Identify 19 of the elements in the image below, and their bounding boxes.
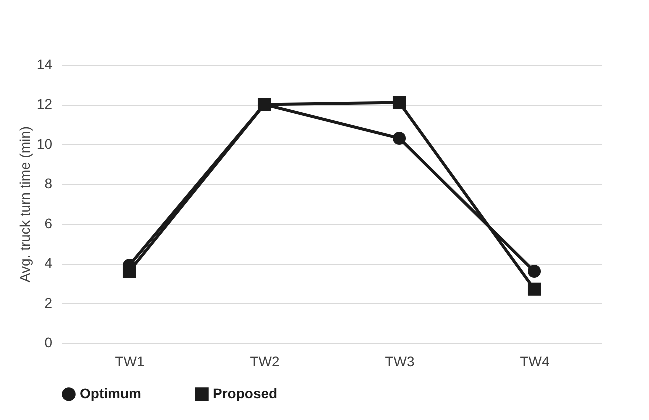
y-tick-label: 8 xyxy=(44,176,53,192)
y-tick-label: 14 xyxy=(36,56,53,72)
y-tick-label: 12 xyxy=(36,96,53,112)
x-tick-label: TW4 xyxy=(520,354,550,370)
point xyxy=(528,282,542,296)
x-tick-label: TW2 xyxy=(250,354,280,370)
y-tick-label: 0 xyxy=(44,334,53,350)
y-tick-label: 2 xyxy=(44,294,53,311)
y-tick-label: 4 xyxy=(44,255,53,272)
legend-label: Optimum xyxy=(80,385,142,402)
point xyxy=(392,132,406,145)
x-tick-label: TW3 xyxy=(385,354,415,370)
point xyxy=(528,265,542,278)
x-tick-label: TW1 xyxy=(115,354,145,370)
y-tick-label: 10 xyxy=(36,136,53,152)
y-tick-label: 6 xyxy=(44,215,53,232)
y-axis-title: Avg. truck turn time (min) xyxy=(16,126,33,283)
legend-label: Proposed xyxy=(213,385,278,402)
point xyxy=(392,96,406,110)
